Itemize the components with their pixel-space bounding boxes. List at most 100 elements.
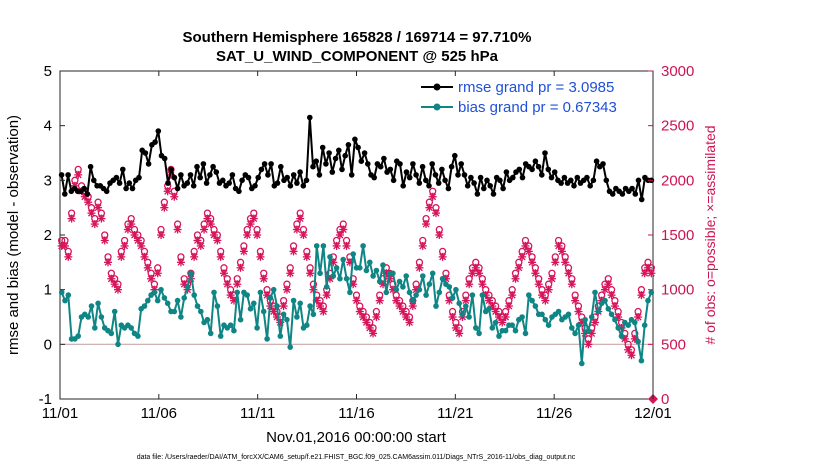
y-tick-label: 0 [44,336,52,353]
obs-assimilated-point [130,231,139,239]
obs-assimilated-point [435,231,444,239]
bias-point [476,330,482,337]
rmse-point [161,155,168,162]
rmse-point [358,158,365,164]
bias-point [519,314,525,320]
bias-point [171,308,178,315]
rmse-point [87,163,94,170]
rmse-point [220,177,226,184]
rmse-point [371,174,378,181]
rmse-point [387,166,394,173]
rmse-point [274,180,281,186]
obs-assimilated-point [306,269,315,278]
bias-point [343,275,350,282]
obs-assimilated-point [239,247,248,256]
rmse-point [571,183,577,189]
bias-point [254,325,260,331]
rmse-point [190,183,197,189]
bias-point [260,308,267,315]
data-file-footnote: data file: /Users/raeder/DAI/ATM_forcXX/… [137,454,576,461]
rmse-point [268,161,274,167]
y-tick-label: 4 [44,118,52,135]
bias-point [400,284,406,290]
rmse-point [490,191,497,197]
rmse-line [60,116,652,201]
rmse-point [458,161,465,167]
legend-rmse-label: rmse grand pr = 3.0985 [458,79,614,96]
obs-assimilated-point [551,258,560,267]
rmse-point [310,163,316,170]
rmse-point [229,172,236,178]
bias-point [231,327,237,334]
rmse-point [239,177,245,184]
obs-assimilated-point [465,280,474,289]
bias-point [363,267,370,274]
obs-assimilated-point [123,225,132,234]
bias-point [529,297,535,304]
rmse-point [355,144,361,151]
bias-point [638,357,645,364]
bias-point [128,325,134,331]
bias-point [151,289,158,296]
obs-assimilated-point [246,220,255,229]
rmse-point [236,188,242,195]
obs-assimilated-point [157,231,166,239]
rmse-point [410,161,416,167]
bias-point [489,325,496,331]
x-tick-label: 12/01 [634,405,672,422]
bias-point [337,275,343,282]
bias-point [287,344,294,350]
obs-assimilated-point [398,307,407,316]
legend-box [413,78,649,121]
y-right-tick-label: 1000 [661,282,694,299]
rmse-point [123,185,129,192]
rmse-point [174,185,181,192]
rmse-point [419,163,426,170]
legend-bias-label: bias grand pr = 0.67343 [458,99,617,116]
rmse-point [403,169,410,175]
rmse-point [497,177,503,184]
bias-point [297,300,304,307]
obs-assimilated-point [332,241,341,250]
obs-assimilated-point [90,220,99,229]
rmse-point [390,177,397,184]
x-tick-label: 11/11 [240,405,275,422]
rmse-point [619,191,626,197]
obs-assimilated-point [567,280,576,289]
rmse-point [545,166,552,173]
rmse-point [468,174,474,181]
rmse-point [516,166,523,173]
obs-assimilated-point [634,313,643,321]
rmse-point [329,169,336,175]
bias-point [449,295,456,301]
obs-assimilated-point [647,269,656,278]
bias-point [323,284,330,290]
bias-point [410,297,416,304]
obs-assimilated-point [604,280,613,289]
obs-assimilated-point [226,291,235,300]
bias-point [615,325,621,331]
bias-point [264,336,270,342]
rmse-point [345,142,352,148]
obs-assimilated-point [236,263,245,272]
rmse-point [413,172,419,178]
obs-assimilated-point [544,285,553,294]
rmse-point [503,169,510,175]
rmse-series-layer [58,114,655,203]
rmse-point [290,172,297,178]
obs-assimilated-point [233,280,242,289]
bias-point [376,278,383,285]
bias-point [605,306,612,312]
rmse-point [213,169,220,175]
obs-assimilated-point [369,329,378,338]
rmse-point [429,161,436,167]
bias-point [320,243,327,249]
y-right-tick-label: 500 [661,336,686,353]
obs-assimilated-point [309,285,318,294]
bias-point [509,322,515,329]
bias-point [608,311,615,318]
obs-assimilated-point [355,307,364,316]
bias-point [380,262,386,268]
rmse-point [445,185,452,192]
obs-assimilated-point [117,252,126,261]
